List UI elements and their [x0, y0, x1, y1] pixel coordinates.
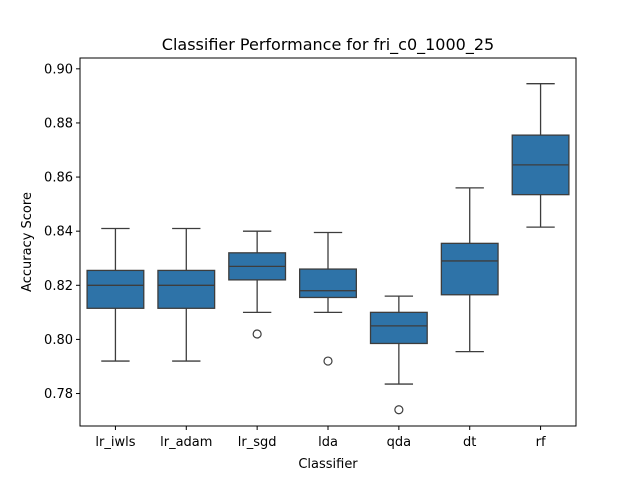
box-lr_adam — [157, 227, 216, 362]
x-tick-label: lr_iwls — [95, 435, 135, 450]
iqr-box — [86, 269, 145, 309]
x-tick-label: lda — [318, 435, 338, 450]
chart-title: Classifier Performance for fri_c0_1000_2… — [162, 35, 494, 55]
iqr-box — [299, 268, 357, 299]
y-axis-label: Accuracy Score — [20, 192, 35, 292]
y-tick-label: 0.78 — [44, 387, 73, 402]
box-qda — [369, 295, 428, 415]
x-tick-label: qda — [387, 435, 411, 450]
y-tick-label: 0.84 — [44, 225, 73, 240]
x-tick-label: rf — [536, 435, 546, 450]
x-tick-label: lr_sgd — [238, 435, 277, 450]
box-lr_sgd — [228, 230, 287, 339]
y-tick-label: 0.90 — [44, 62, 73, 77]
y-tick-label: 0.86 — [44, 171, 73, 186]
box-rf — [511, 83, 570, 228]
box-lr_iwls — [86, 227, 145, 362]
iqr-box — [369, 311, 428, 345]
outlier-point — [323, 356, 333, 366]
outlier-point — [252, 329, 262, 339]
iqr-box — [440, 242, 499, 296]
x-tick-label: lr_adam — [160, 435, 212, 450]
box-lda — [299, 231, 357, 366]
x-axis-label: Classifier — [298, 457, 358, 472]
iqr-box — [157, 269, 216, 309]
plot-area — [86, 83, 570, 415]
y-tick-label: 0.88 — [44, 116, 73, 131]
y-tick-label: 0.80 — [44, 333, 73, 348]
box-dt — [440, 187, 499, 353]
outlier-point — [394, 405, 404, 415]
x-tick-label: dt — [463, 435, 476, 450]
y-tick-label: 0.82 — [44, 279, 73, 294]
